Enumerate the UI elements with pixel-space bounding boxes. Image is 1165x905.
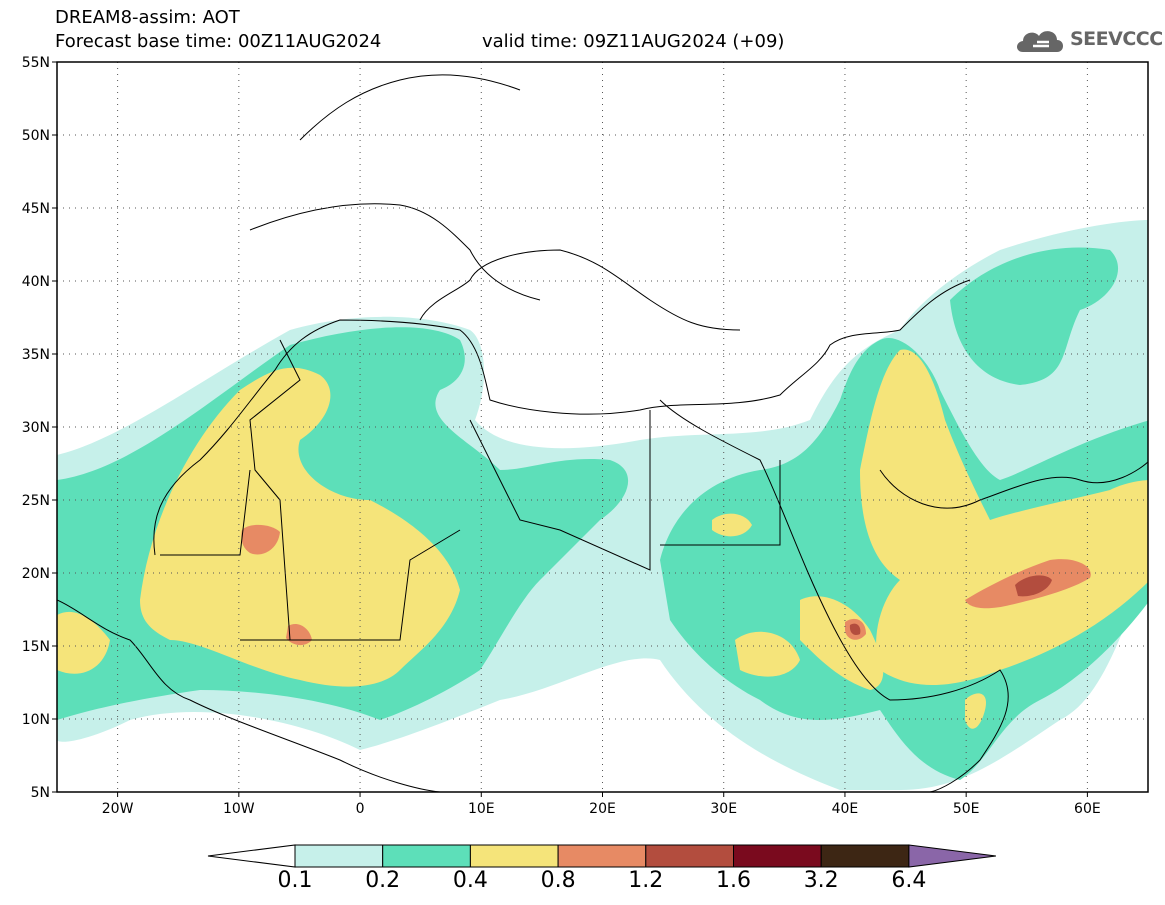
lat-tick-label: 35N <box>22 347 50 363</box>
colorbar-under-triangle <box>207 844 296 868</box>
lat-tick-label: 10N <box>22 712 50 728</box>
forecast-base-time: Forecast base time: 00Z11AUG2024 <box>55 31 382 52</box>
colorbar-label: 1.6 <box>716 868 751 893</box>
colorbar-box <box>294 844 384 868</box>
colorbar-box <box>557 844 647 868</box>
colorbar-label: 0.2 <box>365 868 401 893</box>
colorbar-box <box>733 844 822 868</box>
colorbar-box <box>469 844 559 868</box>
lon-tick-label: 30E <box>710 801 737 817</box>
lon-tick-label: 60E <box>1074 801 1101 817</box>
colorbar-over-triangle <box>908 844 996 868</box>
lon-tick-label: 20E <box>589 801 616 817</box>
colorbar-box <box>820 844 910 868</box>
valid-time: valid time: 09Z11AUG2024 (+09) <box>482 31 785 52</box>
lat-tick-label: 40N <box>22 274 50 290</box>
lat-tick-label: 55N <box>22 55 50 71</box>
cloud-logo-icon <box>1017 31 1063 52</box>
lon-tick-labels: 20W 10W 0 10E 20E 30E 40E 50E 60E <box>102 792 1101 817</box>
lon-tick-label: 10W <box>223 801 255 817</box>
coastlines <box>57 74 1148 792</box>
lat-tick-label: 50N <box>22 128 50 144</box>
lon-tick-label: 0 <box>356 801 365 817</box>
lon-tick-label: 50E <box>953 801 980 817</box>
lat-tick-label: 15N <box>22 639 50 655</box>
logo-text: SEEVCCC <box>1070 28 1163 50</box>
lat-tick-label: 5N <box>31 785 50 801</box>
lat-tick-label: 25N <box>22 493 50 509</box>
colorbar <box>207 844 996 868</box>
lat-tick-label: 45N <box>22 201 50 217</box>
lat-tick-labels: 55N 50N 45N 40N 35N 30N 25N 20N 15N 10N 5N <box>22 55 57 801</box>
colorbar-box <box>382 844 471 868</box>
colorbar-label: 3.2 <box>803 868 839 893</box>
lon-tick-label: 40E <box>832 801 859 817</box>
colorbar-label: 1.2 <box>628 868 664 893</box>
lon-tick-label: 10E <box>468 801 495 817</box>
lat-tick-label: 30N <box>22 420 50 436</box>
lat-tick-label: 20N <box>22 566 50 582</box>
colorbar-label: 0.1 <box>277 868 313 893</box>
lon-tick-label: 20W <box>102 801 134 817</box>
colorbar-box <box>645 844 734 868</box>
colorbar-label: 6.4 <box>891 868 927 893</box>
map-title: DREAM8-assim: AOT <box>55 7 240 28</box>
colorbar-label: 0.8 <box>540 868 576 893</box>
colorbar-label: 0.4 <box>452 868 488 893</box>
aot-field <box>57 220 1148 790</box>
